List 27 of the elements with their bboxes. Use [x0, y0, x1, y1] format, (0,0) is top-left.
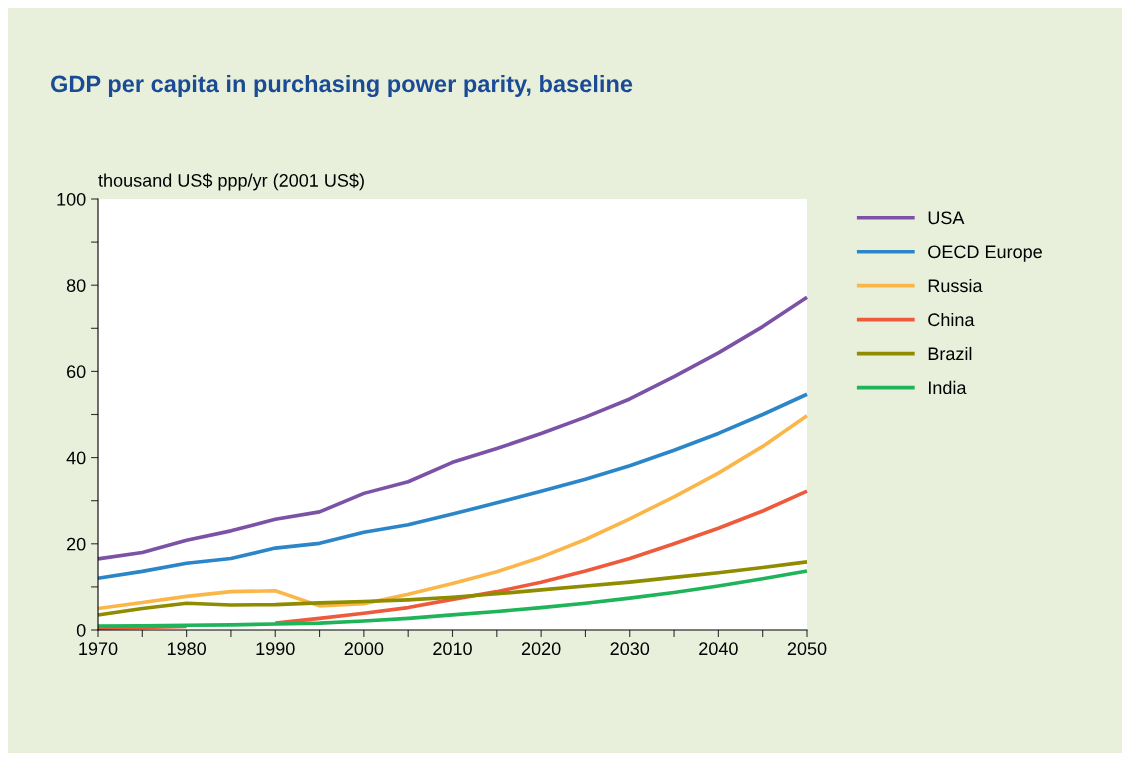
y-tick-label: 100 — [57, 192, 86, 206]
line-series — [96, 295, 809, 561]
y-axis-title: thousand US$ ppp/yr (2001 US$) — [98, 173, 364, 191]
x-tick-label: 1980 — [167, 642, 206, 656]
legend-label: Brazil — [928, 346, 972, 361]
x-tick-label: 2010 — [433, 642, 472, 656]
x-tick-label: 1990 — [256, 642, 295, 656]
chart-title: GDP per capita in purchasing power parity, baseline — [50, 74, 633, 98]
x-tick-label: 1970 — [79, 642, 118, 656]
legend-label: China — [928, 312, 975, 327]
line-series — [96, 392, 809, 581]
y-tick-label: 80 — [66, 279, 86, 292]
line-series — [96, 413, 809, 611]
x-tick-label: 2040 — [699, 642, 738, 656]
legend-label: OECD Europe — [928, 245, 1042, 262]
x-tick-label: 2020 — [521, 642, 561, 656]
x-tick-label: 2000 — [344, 642, 384, 656]
legend-label: USA — [928, 211, 965, 225]
line-series — [96, 560, 809, 617]
legend-label: India — [928, 380, 967, 395]
x-tick-label: 2030 — [610, 642, 650, 656]
x-tick-label: 2050 — [787, 642, 827, 656]
y-tick-label: 60 — [67, 365, 86, 379]
y-tick-label: 20 — [67, 537, 86, 551]
legend-label: Russia — [928, 278, 983, 293]
y-tick-label: 40 — [66, 451, 86, 465]
y-tick-label: 0 — [76, 623, 86, 637]
